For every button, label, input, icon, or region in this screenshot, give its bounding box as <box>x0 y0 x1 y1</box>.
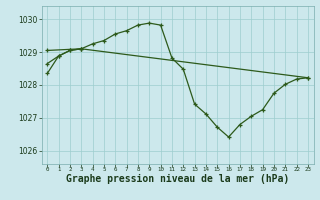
X-axis label: Graphe pression niveau de la mer (hPa): Graphe pression niveau de la mer (hPa) <box>66 174 289 184</box>
